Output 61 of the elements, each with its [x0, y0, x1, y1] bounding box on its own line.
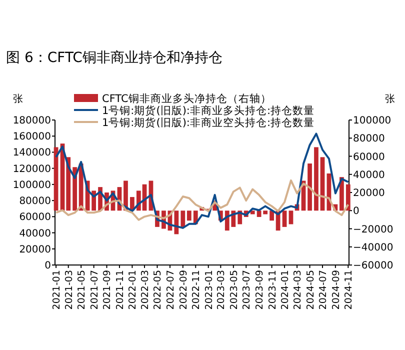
x-tick-label: 2021-07 [89, 270, 100, 310]
x-tick-label: 2024-03 [292, 270, 304, 310]
y2-tick-label: −20000 [353, 224, 394, 236]
y-tick-label: 60000 [19, 212, 51, 224]
bar [308, 164, 312, 211]
y2-tick-label: 80000 [353, 134, 385, 145]
x-tick-label: 2024-05 [305, 270, 316, 310]
chart-title: 图 6：CFTC铜非商业持仓和净持仓 [6, 50, 222, 66]
x-tick-label: 2023-03 [216, 270, 228, 310]
x-tick-label: 2024-01 [280, 270, 292, 310]
y-tick-label: 20000 [19, 244, 51, 256]
x-tick-label: 2023-05 [228, 270, 240, 310]
y-tick-label: 80000 [19, 196, 51, 208]
legend-label: CFTC铜非商业多头净持仓（右轴） [102, 92, 272, 105]
x-tick-label: 2022-05 [152, 270, 164, 310]
x-tick-label: 2022-09 [178, 270, 190, 310]
bar [174, 210, 179, 234]
y2-tick-label: 100000 [353, 116, 392, 126]
y-tick-label: 120000 [12, 164, 51, 175]
y2-axis-title: 张 [385, 93, 395, 105]
x-tick-label: 2023-01 [204, 270, 215, 310]
x-tick-label: 2023-11 [267, 270, 278, 310]
legend-label: 1号铜:期货(旧版):非商业空头持仓:持仓数量 [102, 116, 314, 129]
x-tick-label: 2023-09 [254, 270, 266, 310]
x-tick-label: 2021-09 [102, 270, 114, 310]
y-tick-label: 180000 [12, 116, 51, 126]
x-tick-label: 2024-07 [318, 270, 329, 310]
y-tick-label: 40000 [19, 228, 51, 240]
x-tick-label: 2022-07 [165, 270, 176, 310]
x-tick-label: 2023-07 [242, 270, 253, 310]
legend-label: 1号铜:期货(旧版):非商业多头持仓:持仓数量 [102, 104, 314, 117]
y-tick-label: 160000 [12, 132, 51, 143]
x-tick-label: 2021-11 [114, 270, 126, 310]
y-axis-title: 张 [13, 93, 23, 105]
y-tick-label: 0 [44, 260, 51, 272]
bar [314, 147, 318, 211]
y2-tick-label: 40000 [353, 170, 385, 181]
line-series [55, 132, 350, 229]
x-tick-label: 2024-09 [330, 270, 342, 310]
bar [282, 210, 287, 227]
x-tick-label: 2021-03 [64, 270, 75, 310]
y2-tick-label: 0 [353, 206, 360, 218]
bar [346, 184, 350, 211]
bar [180, 210, 186, 227]
bar [270, 210, 274, 221]
line-series [55, 179, 350, 221]
x-tick-label: 2022-01 [128, 270, 139, 310]
y2-tick-label: 20000 [353, 188, 385, 199]
y-tick-label: 140000 [12, 148, 51, 159]
x-tick-label: 2022-11 [191, 270, 202, 310]
y-tick-label: 100000 [12, 180, 51, 191]
x-tick-label: 2024-11 [344, 270, 355, 310]
x-tick-label: 2022-03 [140, 270, 152, 310]
y2-tick-label: −40000 [353, 242, 394, 254]
x-tick-label: 2021-05 [76, 270, 88, 310]
bar [186, 210, 192, 221]
y2-tick-label: −60000 [353, 260, 394, 272]
x-tick-label: 2021-01 [52, 270, 63, 310]
bar [250, 210, 255, 214]
y2-tick-label: 60000 [353, 152, 385, 163]
bar [288, 210, 294, 224]
